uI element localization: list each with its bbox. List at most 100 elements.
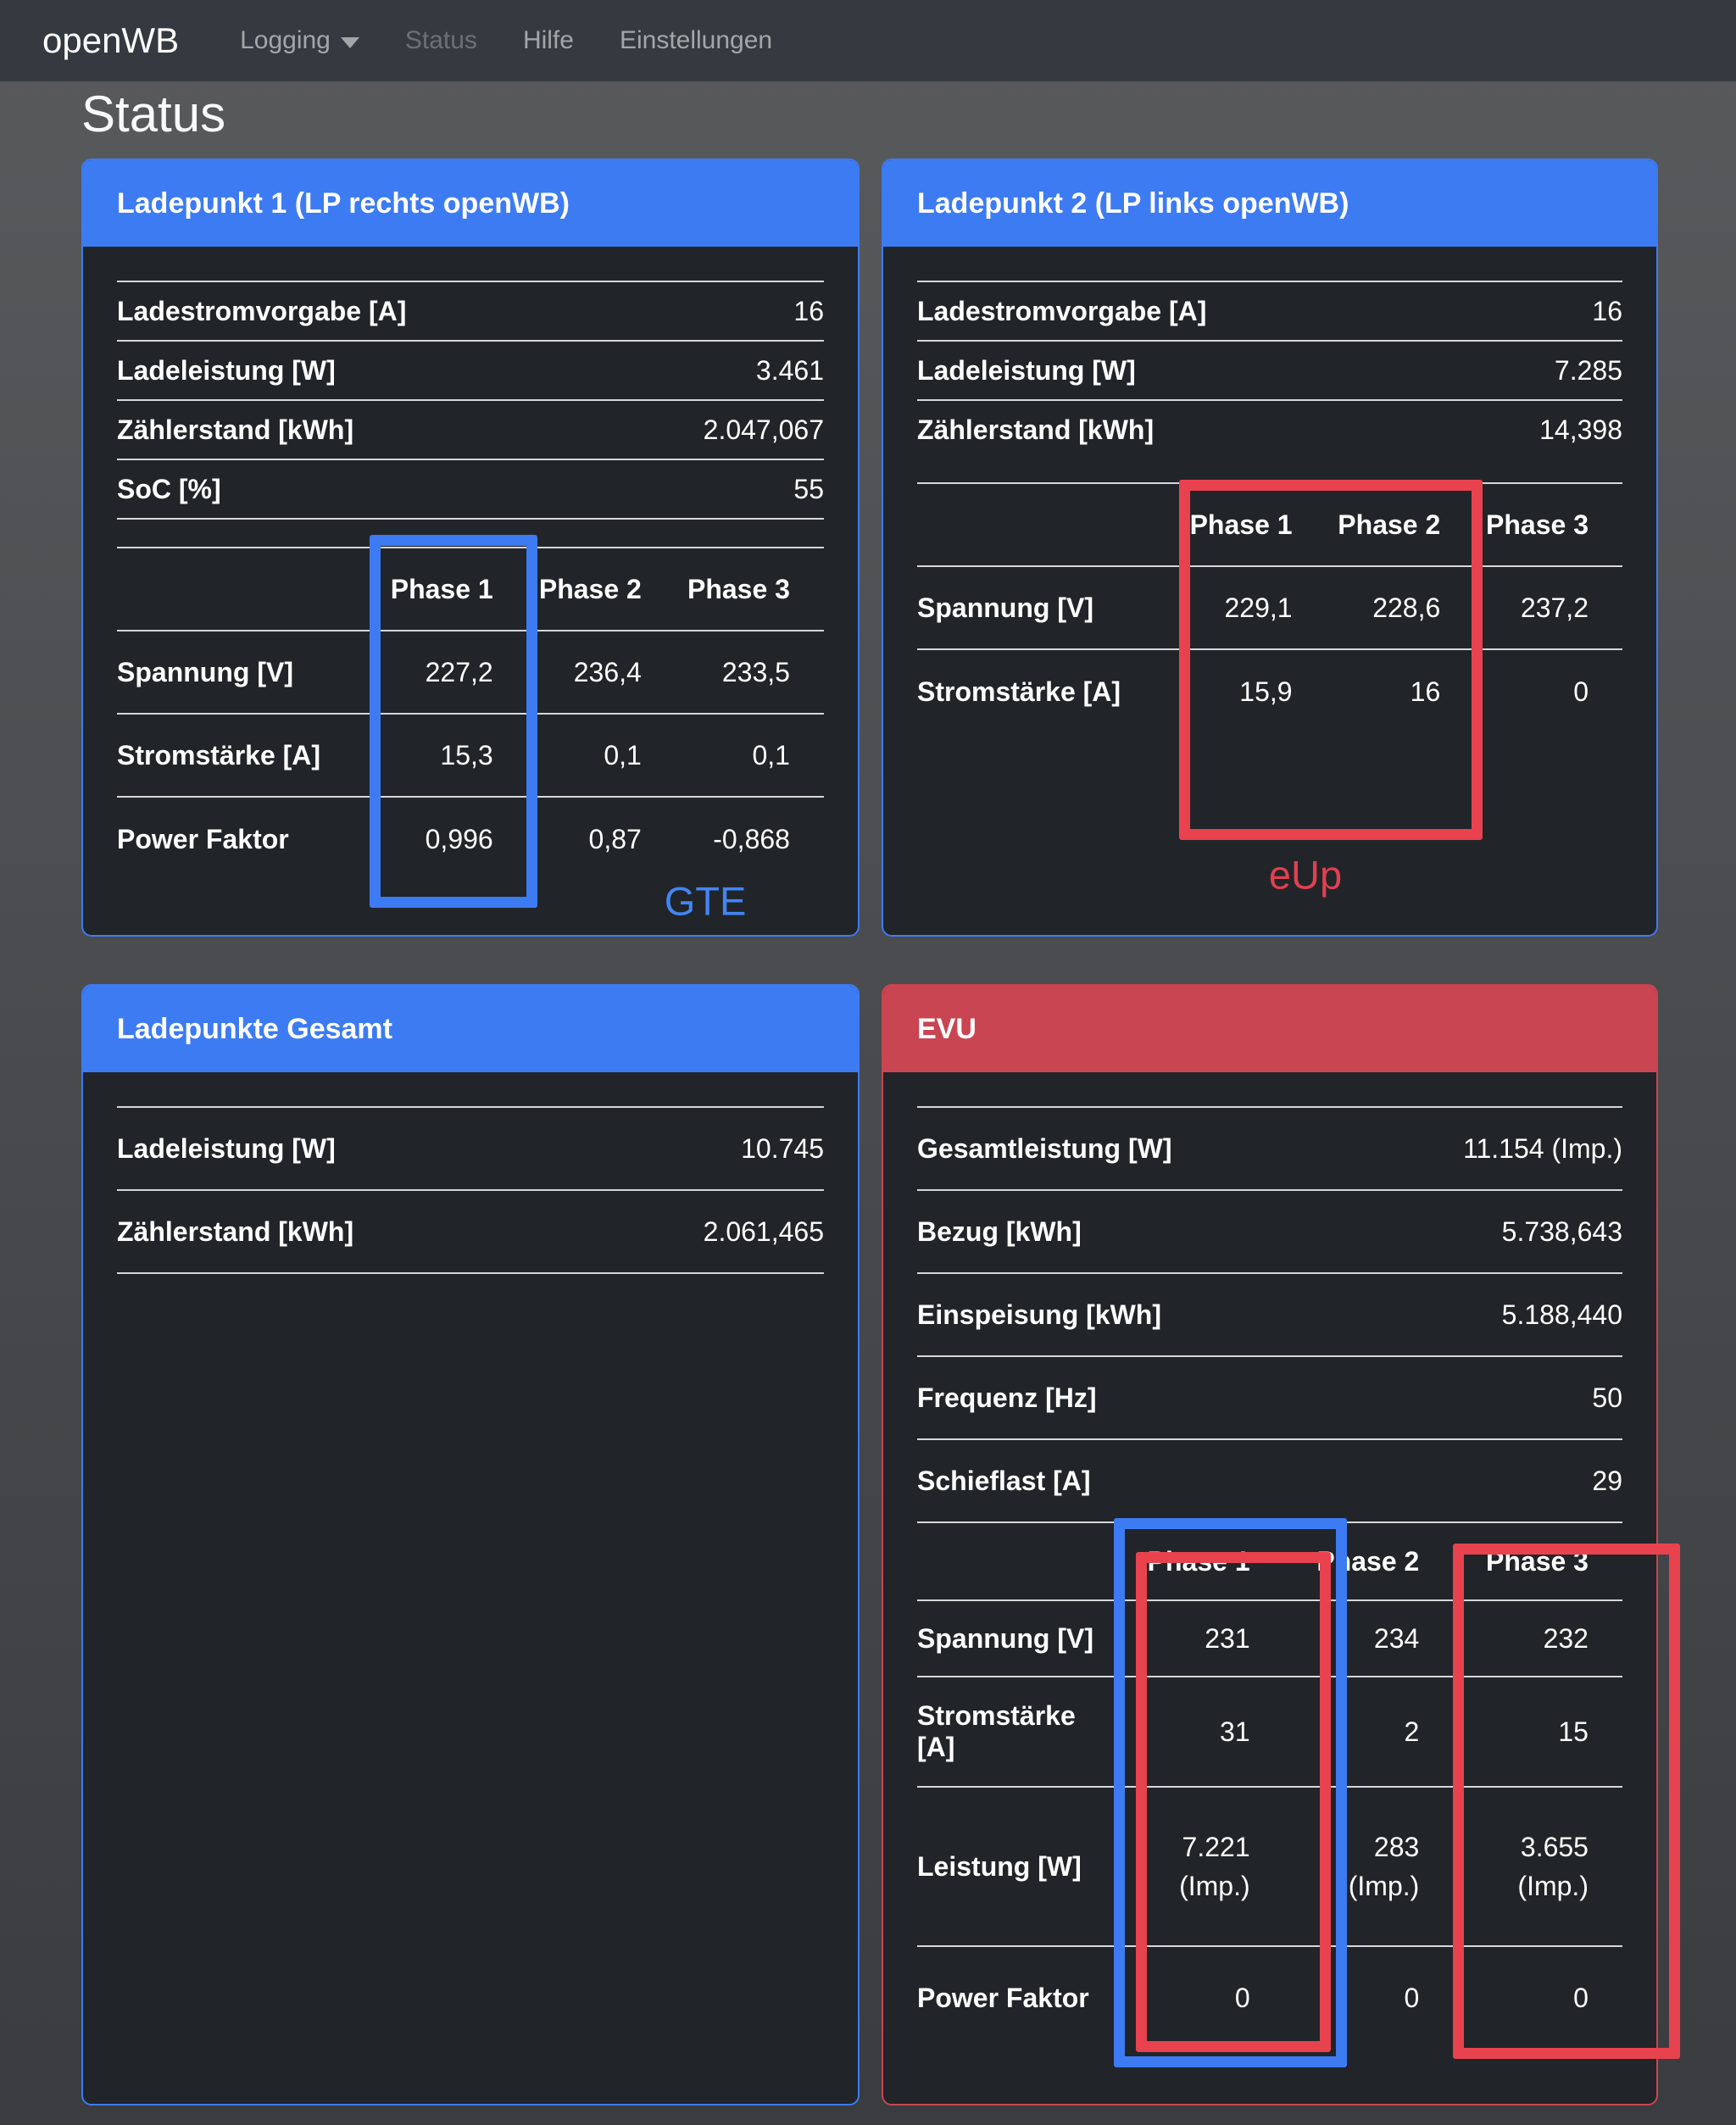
kv-value: 3.461 <box>755 354 824 386</box>
kv-row: Zählerstand [kWh] 2.047,067 <box>117 399 824 459</box>
card-ladepunkte-gesamt-title: Ladepunkte Gesamt <box>117 1012 392 1045</box>
card-evu-header: EVU <box>883 986 1656 1072</box>
caret-down-icon <box>340 36 359 48</box>
kv-row: Ladeleistung [W] 10.745 <box>117 1106 824 1189</box>
kv-label: Ladeleistung [W] <box>117 354 336 386</box>
card-ladepunkt-1: Ladepunkt 1 (LP rechts openWB) Ladestrom… <box>81 159 860 937</box>
nav-item-status[interactable]: Status <box>405 26 477 55</box>
kv-list: Gesamtleistung [W] 11.154 (Imp.) Bezug [… <box>917 1106 1622 1521</box>
nav-item-logging-label: Logging <box>240 26 331 54</box>
kv-row: Zählerstand [kWh] 14,398 <box>917 399 1622 459</box>
kv-row: Zählerstand [kWh] 2.061,465 <box>117 1189 824 1272</box>
card-ladepunkt-2: Ladepunkt 2 (LP links openWB) Ladestromv… <box>882 159 1658 937</box>
kv-row: Bezug [kWh] 5.738,643 <box>917 1189 1622 1272</box>
phase-row-spannung: Spannung [V] 227,2 236,4 233,5 <box>117 631 824 715</box>
kv-row: Ladestromvorgabe [A] 16 <box>117 281 824 340</box>
kv-value: 14,398 <box>1539 414 1622 445</box>
nav-item-hilfe[interactable]: Hilfe <box>523 26 574 55</box>
brand-openwb[interactable]: openWB <box>42 20 180 60</box>
kv-value: 2.061,465 <box>703 1215 824 1247</box>
kv-label: Frequenz [Hz] <box>917 1382 1097 1413</box>
phase-row-stromstaerke: Stromstärke [A] 15,3 0,1 0,1 <box>117 715 824 798</box>
card-evu-body: Gesamtleistung [W] 11.154 (Imp.) Bezug [… <box>883 1072 1656 2049</box>
kv-row: Gesamtleistung [W] 11.154 (Imp.) <box>917 1106 1622 1189</box>
kv-list: Ladeleistung [W] 10.745 Zählerstand [kWh… <box>117 1106 824 1274</box>
nav-item-einstellungen-label: Einstellungen <box>619 26 773 54</box>
phase-row-leistung: Leistung [W] 7.221 (Imp.) 283 (Imp.) 3.6… <box>917 1788 1622 1947</box>
kv-value: 11.154 (Imp.) <box>1463 1132 1622 1164</box>
kv-value: 5.738,643 <box>1501 1215 1622 1247</box>
kv-label: Zählerstand [kWh] <box>117 414 354 445</box>
card-evu-title: EVU <box>917 1012 976 1045</box>
kv-row: Ladeleistung [W] 7.285 <box>917 340 1622 399</box>
kv-label: Gesamtleistung [W] <box>917 1132 1172 1164</box>
kv-value: 5.188,440 <box>1501 1299 1622 1330</box>
phase-2-header: Phase 2 <box>538 573 642 604</box>
card-ladepunkt-2-title: Ladepunkt 2 (LP links openWB) <box>917 186 1349 220</box>
kv-value: 55 <box>793 473 824 504</box>
kv-label: Zählerstand [kWh] <box>117 1215 354 1247</box>
kv-label: SoC [%] <box>117 473 221 504</box>
kv-label: Bezug [kWh] <box>917 1215 1082 1247</box>
card-ladepunkt-1-body: Ladestromvorgabe [A] 16 Ladeleistung [W]… <box>83 247 858 881</box>
phase-table-header-row: Phase 1 Phase 2 Phase 3 <box>917 482 1622 567</box>
card-evu: EVU Gesamtleistung [W] 11.154 (Imp.) Bez… <box>882 984 1680 2106</box>
kv-row: SoC [%] 55 <box>117 459 824 518</box>
phase-table: Phase 1 Phase 2 Phase 3 Spannung [V] 231… <box>917 1521 1622 2049</box>
kv-label: Einspeisung [kWh] <box>917 1299 1161 1330</box>
phase-table-header-row: Phase 1 Phase 2 Phase 3 <box>117 547 824 631</box>
nav-item-hilfe-label: Hilfe <box>522 26 574 54</box>
kv-list: Ladestromvorgabe [A] 16 Ladeleistung [W]… <box>917 281 1622 459</box>
annotation-label-eup: eUp <box>1268 852 1343 898</box>
phase-2-header: Phase 2 <box>1338 509 1441 540</box>
kv-value: 16 <box>793 295 824 326</box>
card-ladepunkt-1-header: Ladepunkt 1 (LP rechts openWB) <box>83 160 858 247</box>
phase-1-header: Phase 1 <box>1147 1545 1250 1577</box>
kv-value: 16 <box>1592 295 1622 326</box>
nav-item-einstellungen[interactable]: Einstellungen <box>620 26 772 55</box>
kv-row: Ladeleistung [W] 3.461 <box>117 340 824 399</box>
kv-label: Ladeleistung [W] <box>117 1132 336 1164</box>
phase-row-spannung: Spannung [V] 229,1 228,6 237,2 <box>917 567 1622 650</box>
kv-label: Ladestromvorgabe [A] <box>917 295 1207 326</box>
card-ladepunkt-2-header: Ladepunkt 2 (LP links openWB) <box>883 160 1656 247</box>
kv-value: 10.745 <box>741 1132 824 1164</box>
phase-1-header: Phase 1 <box>390 573 493 604</box>
phase-2-header: Phase 2 <box>1316 1545 1420 1577</box>
phase-row-spannung: Spannung [V] 231 234 232 <box>917 1601 1622 1677</box>
card-ladepunkte-gesamt-body: Ladeleistung [W] 10.745 Zählerstand [kWh… <box>83 1072 858 1274</box>
card-ladepunkt-1-title: Ladepunkt 1 (LP rechts openWB) <box>117 186 570 220</box>
phase-3-header: Phase 3 <box>687 573 790 604</box>
card-ladepunkt-2-body: Ladestromvorgabe [A] 16 Ladeleistung [W]… <box>883 247 1656 733</box>
kv-label: Zählerstand [kWh] <box>917 414 1155 445</box>
nav-item-status-label: Status <box>404 26 477 54</box>
kv-row: Einspeisung [kWh] 5.188,440 <box>917 1272 1622 1355</box>
kv-list: Ladestromvorgabe [A] 16 Ladeleistung [W]… <box>117 281 824 520</box>
kv-value: 29 <box>1592 1465 1622 1496</box>
kv-row: Schieflast [A] 29 <box>917 1438 1622 1521</box>
kv-value: 7.285 <box>1554 354 1622 386</box>
phase-row-stromstaerke: Stromstärke [A] 15,9 16 0 <box>917 676 1589 707</box>
phase-3-header: Phase 3 <box>1486 509 1589 540</box>
kv-row: Frequenz [Hz] 50 <box>917 1355 1622 1438</box>
kv-label: Ladeleistung [W] <box>917 354 1136 386</box>
card-ladepunkte-gesamt-header: Ladepunkte Gesamt <box>83 986 858 1072</box>
phase-row-stromstaerke: Stromstärke [A] 31 2 15 <box>917 1677 1622 1788</box>
card-ladepunkte-gesamt: Ladepunkte Gesamt Ladeleistung [W] 10.74… <box>81 984 860 2106</box>
phase-table: Phase 1 Phase 2 Phase 3 Spannung [V] 227… <box>117 547 824 881</box>
phase-table: Phase 1 Phase 2 Phase 3 Spannung [V] 229… <box>917 482 1622 733</box>
phase-table-header-row: Phase 1 Phase 2 Phase 3 <box>917 1521 1622 1601</box>
page-title: Status <box>81 86 226 142</box>
kv-label: Schieflast [A] <box>917 1465 1091 1496</box>
navbar: openWB Logging Status Hilfe Einstellunge… <box>0 0 1736 81</box>
nav-items: Logging Status Hilfe Einstellungen <box>240 26 772 55</box>
annotation-label-gte: GTE <box>664 878 747 924</box>
nav-item-logging[interactable]: Logging <box>240 26 359 55</box>
kv-value: 2.047,067 <box>703 414 824 445</box>
kv-label: Ladestromvorgabe [A] <box>117 295 407 326</box>
phase-3-header: Phase 3 <box>1486 1545 1589 1577</box>
phase-row-power-faktor: Power Faktor 0 0 0 <box>917 1982 1589 2013</box>
kv-value: 50 <box>1592 1382 1622 1413</box>
phase-row-power-faktor: Power Faktor 0,996 0,87 -0,868 <box>117 823 790 854</box>
